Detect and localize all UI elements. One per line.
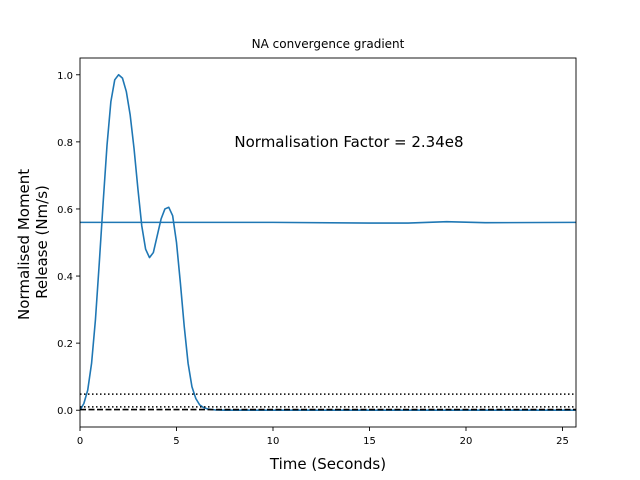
y-tick-label: 0.2	[57, 339, 73, 350]
y-tick-label: 0.8	[57, 138, 73, 149]
y-tick-label: 0.6	[57, 205, 73, 216]
y-axis-title-line-2: Release (Nm/s)	[33, 185, 51, 299]
x-tick-label: 0	[77, 436, 83, 447]
y-tick-label: 0.4	[57, 272, 73, 283]
y-axis-title-line-1: Normalised Moment	[15, 169, 33, 320]
chart-title: NA convergence gradient	[252, 37, 405, 51]
y-tick-label: 1.0	[57, 71, 73, 82]
y-axis-title: Normalised Moment Release (Nm/s)	[15, 164, 51, 320]
plot-area: 0 5 10 15 20 25 0.0 0.2 0.4 0.6 0.8 1.0	[57, 57, 577, 447]
normalisation-annotation: Normalisation Factor = 2.34e8	[234, 133, 463, 151]
y-tick-label: 0.0	[57, 406, 73, 417]
plot-frame	[79, 57, 577, 428]
x-tick-label: 20	[460, 436, 473, 447]
x-axis-title: Time (Seconds)	[269, 455, 386, 473]
x-tick-label: 5	[173, 436, 179, 447]
x-tick-label: 25	[556, 436, 569, 447]
series-line-2	[80, 220, 576, 224]
x-tick-label: 10	[267, 436, 280, 447]
x-tick-label: 15	[363, 436, 376, 447]
